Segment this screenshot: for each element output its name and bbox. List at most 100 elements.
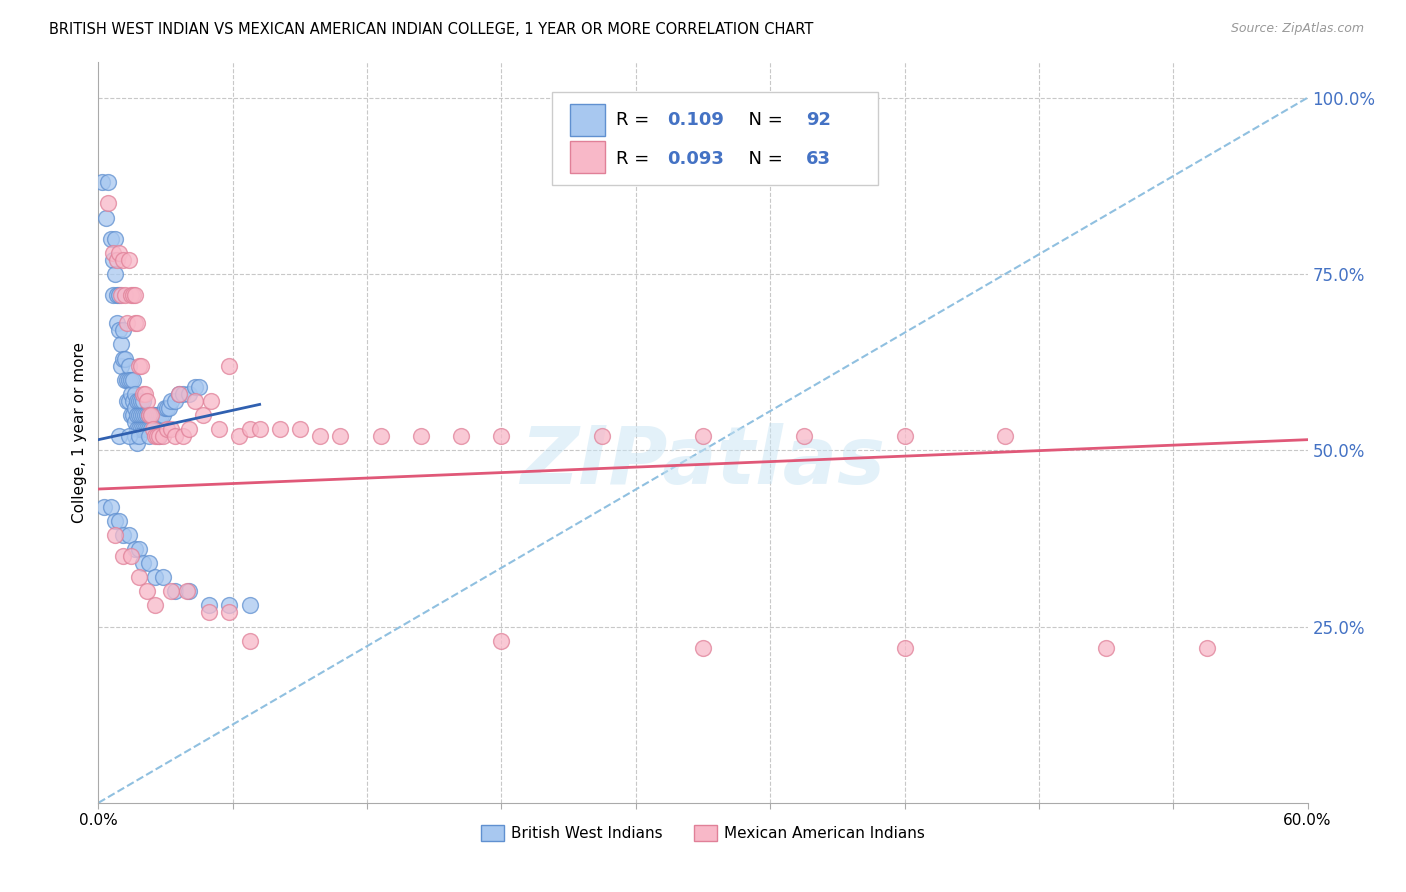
Point [198,606,221,620]
Point [118,393,141,408]
Point [135,408,157,422]
Point [152,570,174,584]
Point [101,252,124,267]
Point [152,408,174,422]
Point [409,429,432,443]
Point [160,393,183,408]
Point [128,359,150,373]
Point [111,252,134,267]
Point [269,422,291,436]
Point [184,380,207,394]
Point [120,387,142,401]
Point [148,408,170,422]
Point [491,633,513,648]
Point [228,429,250,443]
Point [163,584,186,599]
Point [128,422,150,436]
Point [114,373,136,387]
Point [120,373,142,387]
Point [120,549,142,563]
Point [142,408,165,422]
Point [118,429,141,443]
Point [329,429,352,443]
Point [132,387,155,401]
Text: 63: 63 [806,150,831,168]
Point [208,422,231,436]
Point [172,429,194,443]
Point [121,288,143,302]
Point [124,316,146,330]
Point [184,393,207,408]
Point [249,422,271,436]
Point [118,528,141,542]
Point [138,422,160,436]
Point [138,556,160,570]
Point [103,528,125,542]
Point [125,408,148,422]
Point [128,541,150,556]
Point [103,514,125,528]
Point [91,175,114,189]
Point [692,429,714,443]
Point [124,415,146,429]
Point [134,408,156,422]
Point [124,541,146,556]
Point [110,288,132,302]
Point [110,359,132,373]
Legend: British West Indians, Mexican American Indians: British West Indians, Mexican American I… [475,819,931,847]
Point [239,633,262,648]
Point [118,373,141,387]
Point [121,408,143,422]
FancyBboxPatch shape [551,92,879,185]
Point [176,584,198,599]
Point [146,429,169,443]
Point [125,316,148,330]
Point [179,584,201,599]
Text: Source: ZipAtlas.com: Source: ZipAtlas.com [1230,22,1364,36]
Point [143,599,166,613]
Point [132,556,155,570]
Point [200,393,222,408]
Point [129,408,152,422]
Text: N =: N = [737,150,789,168]
Point [103,267,125,281]
Point [107,323,129,337]
Point [118,359,141,373]
Text: 0.109: 0.109 [666,112,724,129]
Point [893,429,915,443]
Point [115,393,138,408]
Point [128,393,150,408]
Point [105,288,128,302]
Point [139,422,162,436]
Point [101,245,124,260]
Point [100,500,122,514]
Point [121,373,143,387]
Point [111,549,134,563]
Point [125,393,148,408]
Point [160,584,183,599]
Point [138,408,160,422]
Point [218,599,240,613]
Point [101,288,124,302]
Point [218,359,240,373]
Point [128,570,150,584]
Point [111,528,134,542]
Point [111,351,134,366]
Point [167,387,190,401]
Point [111,323,134,337]
Point [97,196,120,211]
Point [128,408,150,422]
Point [198,599,221,613]
Point [149,408,172,422]
Point [160,422,183,436]
Point [135,422,157,436]
Point [139,408,162,422]
Point [93,500,115,514]
Point [120,288,142,302]
Point [121,393,143,408]
Point [188,380,211,394]
Point [239,599,262,613]
Point [370,429,392,443]
Point [167,387,190,401]
Point [107,429,129,443]
